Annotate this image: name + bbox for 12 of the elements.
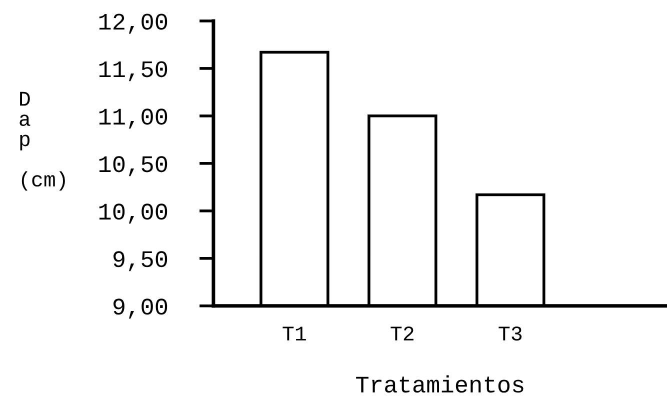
x-tick-label: T3	[498, 326, 522, 341]
y-tick-label: 10,00	[99, 204, 168, 224]
x-tick-label: T2	[390, 326, 414, 340]
y-tick-label: 11,50	[99, 61, 168, 82]
y-tick-label: 12,00	[99, 14, 168, 34]
x-axis-title: Tratamientos	[356, 375, 524, 393]
y-tick-label: 11,00	[99, 108, 168, 129]
y-tick-label: 9,00	[113, 298, 168, 319]
y-tick-label: 9,50	[113, 251, 168, 272]
y-axis-title: D a p (cm)	[20, 92, 65, 191]
y-tick-label: 10,50	[99, 156, 168, 176]
x-tick-label: T1	[282, 326, 306, 340]
